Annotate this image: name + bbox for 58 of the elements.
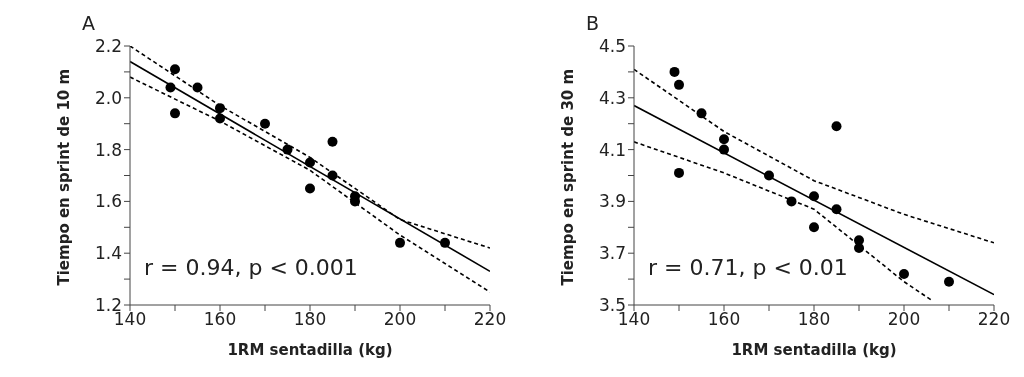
- point: [764, 170, 774, 181]
- x-tick-label: 180: [293, 309, 327, 330]
- x-tick-label: 200: [383, 309, 417, 330]
- line-series: [130, 76, 490, 293]
- line-series: [634, 68, 994, 244]
- point: [669, 66, 680, 77]
- point: [170, 64, 180, 75]
- x-tick-label: 160: [707, 309, 741, 330]
- point: [831, 121, 842, 132]
- y-tick-label: 2.2: [94, 36, 122, 57]
- point: [899, 268, 909, 279]
- x-axis-title: 1RM sentadilla (kg): [227, 341, 393, 359]
- point: [809, 222, 819, 233]
- point: [854, 243, 864, 254]
- point: [260, 118, 270, 129]
- annotation: r = 0.71, p < 0.01: [648, 255, 848, 280]
- point: [440, 237, 450, 248]
- x-tick-label: 220: [977, 309, 1011, 330]
- y-tick-label: 3.7: [598, 243, 626, 264]
- point: [786, 196, 797, 207]
- point: [944, 276, 954, 287]
- x-tick-label: 180: [797, 309, 831, 330]
- point: [696, 108, 707, 119]
- x-axis-title: 1RM sentadilla (kg): [731, 341, 897, 359]
- line-series: [634, 141, 932, 301]
- y-tick-label: 4.5: [598, 36, 626, 57]
- point: [215, 113, 225, 124]
- chart-title: A: [82, 12, 95, 34]
- y-axis-title: Tiempo en sprint de 30 m: [559, 68, 578, 286]
- point: [831, 204, 842, 215]
- y-tick-label: 1.8: [94, 139, 122, 160]
- chart-title: B: [586, 12, 600, 34]
- x-tick-label: 200: [887, 309, 921, 330]
- point: [192, 82, 203, 93]
- y-tick-label: 1.4: [94, 243, 122, 264]
- point: [674, 167, 684, 178]
- point: [305, 157, 315, 168]
- point: [305, 183, 315, 194]
- y-tick-label: 2.0: [94, 87, 122, 108]
- point: [282, 144, 293, 155]
- y-tick-label: 4.3: [598, 87, 626, 108]
- y-axis-title: Tiempo en sprint de 10 m: [55, 68, 74, 286]
- x-tick-label: 220: [473, 309, 507, 330]
- point: [327, 170, 338, 181]
- y-tick-label: 3.9: [598, 191, 626, 212]
- point: [170, 108, 180, 119]
- point: [395, 237, 405, 248]
- y-tick-label: 1.6: [94, 191, 122, 212]
- point: [719, 144, 729, 155]
- point: [327, 136, 338, 147]
- point: [215, 103, 225, 114]
- point: [809, 191, 819, 202]
- point: [719, 134, 729, 145]
- point: [674, 79, 684, 90]
- y-tick-label: 4.1: [598, 139, 626, 160]
- x-tick-label: 160: [203, 309, 237, 330]
- annotation: r = 0.94, p < 0.001: [144, 255, 358, 280]
- point: [165, 82, 176, 93]
